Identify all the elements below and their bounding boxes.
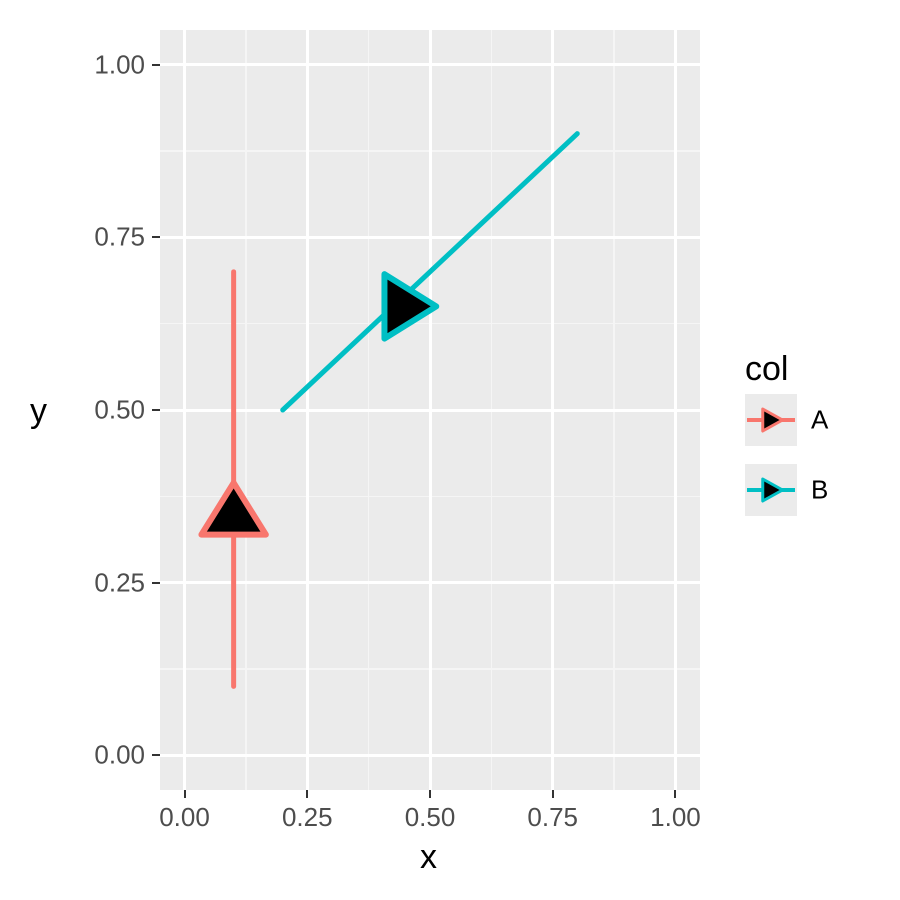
plot-svg (0, 0, 900, 900)
series-line (283, 134, 578, 410)
legend-key (745, 464, 797, 516)
series-marker (201, 483, 265, 535)
x-axis-title: x (420, 838, 437, 877)
legend-title: col (745, 350, 788, 389)
chart-container: { "chart": { "type": "scatter-with-error… (0, 0, 900, 900)
legend-label: B (811, 475, 828, 506)
y-axis-title: y (30, 392, 47, 431)
legend-key (745, 394, 797, 446)
legend-label: A (811, 405, 828, 436)
series-marker (384, 274, 436, 338)
